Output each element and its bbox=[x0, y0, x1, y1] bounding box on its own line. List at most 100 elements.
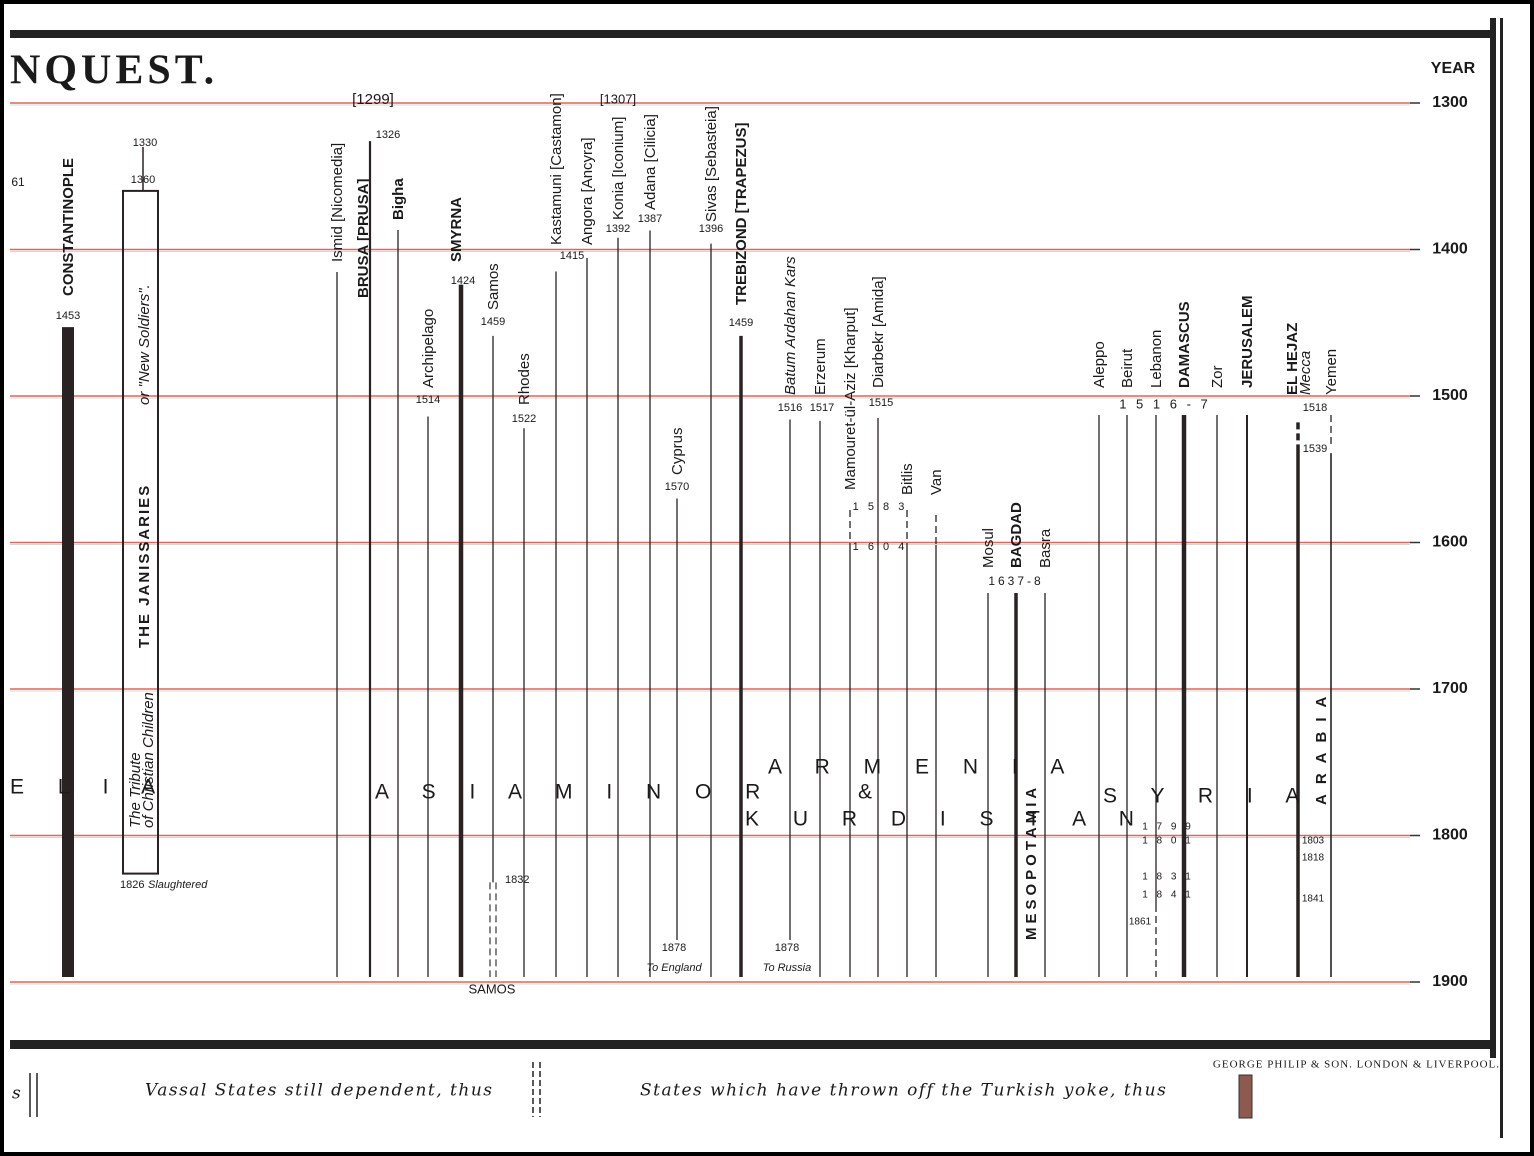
year-label: 1459 bbox=[481, 316, 505, 328]
item-label: Kastamuni [Castamon] bbox=[548, 93, 565, 245]
tick-label: 1300 bbox=[1432, 94, 1468, 111]
year-label: 1517 bbox=[810, 402, 834, 414]
end-note: To England bbox=[646, 962, 702, 974]
item-label: Mosul bbox=[980, 528, 997, 568]
region-label: A S I A bbox=[375, 781, 536, 804]
year-label: 1326 bbox=[376, 129, 400, 141]
annotation: 1 7 9 9 bbox=[1142, 822, 1194, 833]
item-label: Batum Ardahan Kars bbox=[782, 256, 799, 395]
region-label: S Y R I A bbox=[1103, 785, 1313, 808]
year-label: 1360 bbox=[131, 174, 155, 186]
end-note: Slaughtered bbox=[148, 879, 208, 891]
year-label: 1832 bbox=[505, 874, 529, 886]
item-label: Samos bbox=[485, 263, 502, 310]
region-label: E L I A bbox=[10, 776, 169, 799]
year-label: 1453 bbox=[56, 310, 80, 322]
region-label: M I N O R bbox=[555, 781, 774, 804]
item-label: Mecca bbox=[1297, 351, 1314, 395]
annotation: 1 8 3 1 bbox=[1142, 872, 1194, 883]
item-label: Ismid [Nicomedia] bbox=[329, 143, 346, 262]
annotation: [1299] bbox=[352, 91, 394, 108]
item-label: Aleppo bbox=[1091, 341, 1108, 388]
year-label: 1570 bbox=[665, 481, 689, 493]
year-label: 1539 bbox=[1303, 443, 1327, 455]
janissary-note: The Tribute bbox=[127, 752, 144, 828]
item-label: Van bbox=[928, 469, 945, 495]
item-label: Lebanon bbox=[1148, 330, 1165, 388]
item-label: Konia [Iconium] bbox=[610, 117, 627, 220]
year-label: 1396 bbox=[699, 223, 723, 235]
bottom-border bbox=[10, 1040, 1495, 1049]
item-label: Beirut bbox=[1119, 348, 1136, 388]
annotation: 1 6 0 4 bbox=[853, 541, 908, 553]
item-label: BAGDAD bbox=[1008, 502, 1025, 568]
item-label: TREBIZOND [TRAPEZUS] bbox=[733, 123, 750, 306]
item-label: Diarbekr [Amida] bbox=[870, 276, 887, 388]
item-label: Angora [Ancyra] bbox=[579, 137, 596, 245]
title: NQUEST. bbox=[10, 48, 218, 94]
legend-swatch bbox=[1238, 1074, 1253, 1119]
year-label: 1392 bbox=[606, 223, 630, 235]
region-label: A R M E N I A bbox=[768, 756, 1078, 779]
footer-fragment: s bbox=[12, 1084, 22, 1104]
region-label: & bbox=[858, 781, 886, 804]
right-border bbox=[1490, 18, 1496, 1058]
item-label: Cyprus bbox=[669, 427, 686, 475]
item-label: JERUSALEM bbox=[1239, 295, 1256, 388]
year-label: 1387 bbox=[638, 213, 662, 225]
legend-vassal: Vassal States still dependent, thus bbox=[145, 1081, 494, 1101]
annotation: 1861 bbox=[1129, 917, 1152, 928]
right-border-inner bbox=[1500, 18, 1503, 1138]
region-label: K U R D I S T A N bbox=[745, 808, 1148, 831]
item-label: Erzerum bbox=[812, 338, 829, 395]
item-label: Bitlis bbox=[899, 463, 916, 495]
annotation: 1803 bbox=[1302, 836, 1325, 847]
item-label: Adana [Cilicia] bbox=[642, 114, 659, 210]
year-label: 1415 bbox=[560, 250, 584, 262]
tick-label: 1800 bbox=[1432, 827, 1468, 844]
tick-label: 1400 bbox=[1432, 241, 1468, 258]
region-label: MESOPOTAMIA bbox=[1023, 784, 1040, 940]
item-label: CONSTANTINOPLE bbox=[60, 158, 77, 296]
top-border bbox=[10, 30, 1495, 38]
annotation: 1841 bbox=[1302, 894, 1325, 905]
region-label: ARABIA bbox=[1313, 687, 1330, 805]
annotation: 1 8 0 1 bbox=[1142, 836, 1194, 847]
item-label: Basra bbox=[1037, 528, 1054, 568]
year-label: 1516 bbox=[778, 402, 802, 414]
janissary-title: THE JANISSARIES bbox=[136, 484, 153, 648]
item-label: Archipelago bbox=[420, 309, 437, 388]
year-label: 1878 bbox=[662, 942, 686, 954]
item-label: Yemen bbox=[1323, 349, 1340, 395]
year-label: 1459 bbox=[729, 317, 753, 329]
year-label: 1878 bbox=[775, 942, 799, 954]
item-label: DAMASCUS bbox=[1176, 301, 1193, 388]
item-label: EL HEJAZ bbox=[1284, 323, 1301, 395]
item-label: Zor bbox=[1209, 365, 1226, 388]
year-label: 1515 bbox=[869, 397, 893, 409]
janissary-note: of Christian Children bbox=[140, 692, 157, 828]
annotation: [1307] bbox=[600, 91, 636, 106]
year-label: 1518 bbox=[1303, 402, 1327, 414]
tick-label: 1900 bbox=[1432, 973, 1468, 990]
publisher: GEORGE PHILIP & SON. LONDON & LIVERPOOL. bbox=[1213, 1059, 1500, 1071]
item-label: Bigha bbox=[390, 178, 407, 220]
annotation: 1 5 1 6 - 7 bbox=[1119, 396, 1211, 411]
tick-label: 1700 bbox=[1432, 680, 1468, 697]
janissary-box bbox=[122, 189, 159, 875]
year-label: 1522 bbox=[512, 413, 536, 425]
year-label: 1826 bbox=[120, 879, 144, 891]
year-label: 1330 bbox=[133, 137, 157, 149]
tick-label: 1600 bbox=[1432, 534, 1468, 551]
item-label: SMYRNA bbox=[448, 197, 465, 262]
item-label: Sivas [Sebasteia] bbox=[703, 106, 720, 222]
annotation: 1818 bbox=[1302, 853, 1325, 864]
axis-label: YEAR bbox=[1431, 60, 1476, 77]
year-label: 1424 bbox=[451, 275, 475, 287]
legend-free: States which have thrown off the Turkish… bbox=[640, 1081, 1167, 1101]
tick-label: 1500 bbox=[1432, 387, 1468, 404]
year-label: 1514 bbox=[416, 394, 440, 406]
